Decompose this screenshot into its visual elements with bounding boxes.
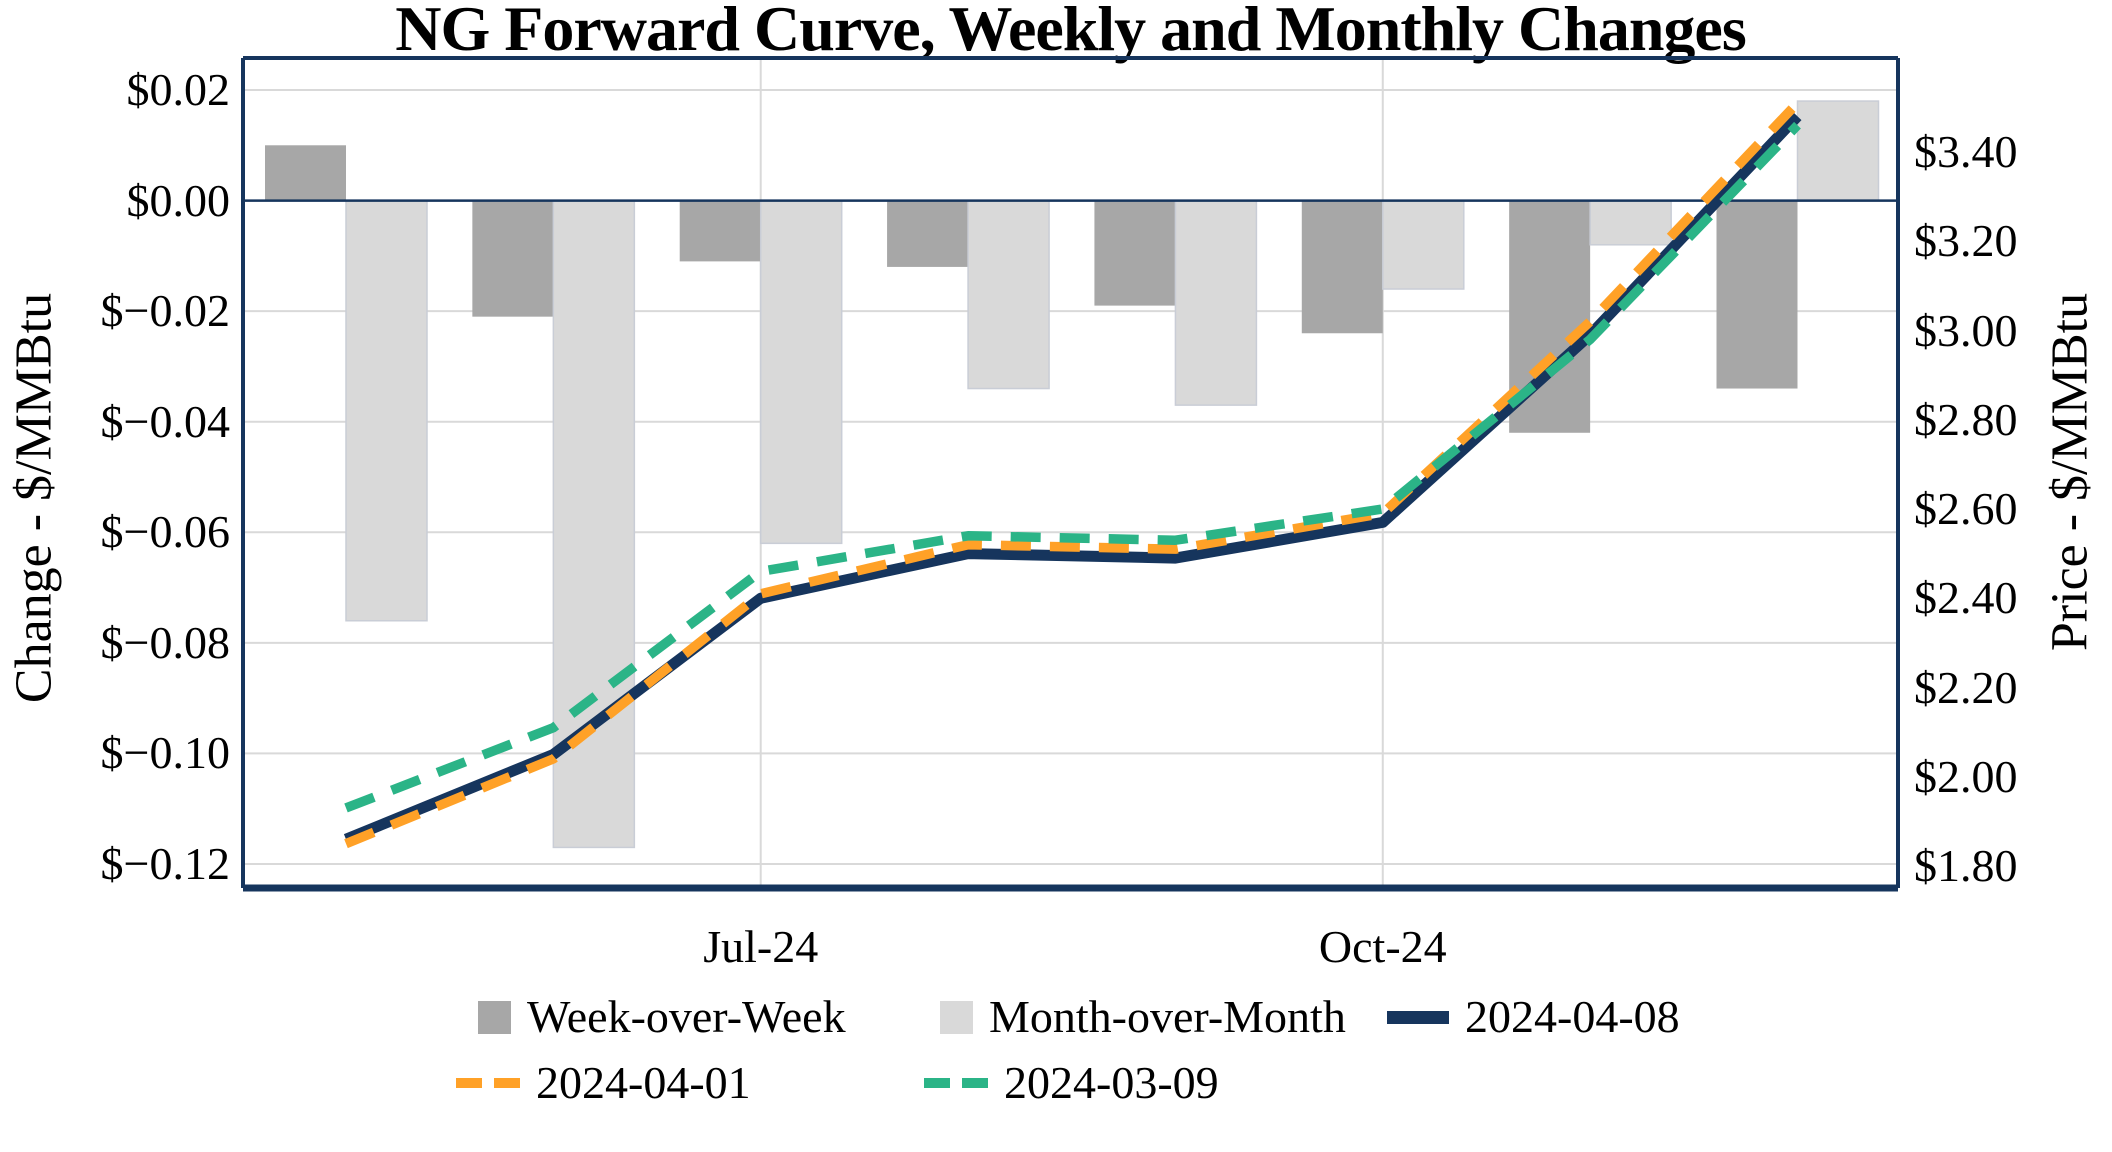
left-axis-tick-7: $−0.12: [100, 838, 230, 889]
left-axis-tick-2: $−0.02: [100, 285, 230, 337]
bar-month-over-month-Dec-24: [1796, 100, 1880, 202]
x-axis-tick-Oct-24: Oct-24: [1318, 921, 1447, 972]
line-dashed-swatch-icon: [456, 1078, 520, 1088]
left-axis-tick-6: $−0.10: [100, 727, 230, 779]
line-2024-03-09: [344, 121, 1801, 813]
right-axis-tick-7: $2.00: [1914, 750, 2018, 802]
left-axis-tick-5: $−0.08: [100, 616, 230, 668]
bar-month-over-month-Nov-24: [1589, 199, 1672, 246]
legend-item-2024-04-01: 2024-04-01: [456, 1050, 751, 1116]
right-axis-tick-5: $2.40: [1914, 572, 2018, 624]
line-solid-swatch-icon: [1387, 1010, 1449, 1024]
x-axis-tick-Jul-24: Jul-24: [703, 921, 819, 972]
legend-item-2024-04-08: 2024-04-08: [1387, 984, 1680, 1050]
square-swatch-icon: [940, 1000, 973, 1034]
right-axis-tick-1: $3.20: [1914, 215, 2018, 267]
left-axis-tick-3: $−0.04: [100, 395, 230, 447]
legend-label: 2024-03-09: [1004, 1057, 1219, 1108]
left-axis-tick-0: $0.02: [126, 64, 231, 115]
bar-week-over-week-Jun-24: [472, 200, 554, 317]
right-axis-tick-0: $3.40: [1914, 126, 2018, 177]
bar-week-over-week-May-24: [265, 145, 346, 201]
chart-title: NG Forward Curve, Weekly and Monthly Cha…: [395, 0, 1746, 64]
bar-month-over-month-May-24: [345, 199, 428, 622]
bar-week-over-week-Aug-24: [887, 200, 969, 267]
legend-item-month-over-month: Month-over-Month: [940, 984, 1346, 1050]
square-swatch-icon: [478, 1000, 511, 1034]
line-dashed-swatch-icon: [924, 1078, 988, 1088]
bar-week-over-week-Oct-24: [1301, 200, 1383, 334]
left-axis-tick-4: $−0.06: [100, 506, 230, 558]
bar-month-over-month-Aug-24: [967, 199, 1050, 390]
bar-week-over-week-Sep-24: [1094, 200, 1176, 306]
bar-week-over-week-Jul-24: [679, 200, 761, 262]
left-axis-tick-1: $0.00: [126, 174, 231, 226]
bar-week-over-week-Dec-24: [1716, 200, 1798, 389]
right-axis-tick-3: $2.80: [1914, 393, 2018, 445]
legend-label: 2024-04-01: [536, 1057, 751, 1108]
legend-label: Month-over-Month: [989, 991, 1346, 1042]
right-axis-tick-2: $3.00: [1914, 304, 2018, 356]
bar-month-over-month-Jul-24: [759, 199, 843, 545]
right-axis-tick-8: $1.80: [1914, 840, 2018, 891]
right-axis-tick-6: $2.20: [1914, 661, 2018, 713]
bar-month-over-month-Sep-24: [1174, 199, 1258, 406]
legend-label: 2024-04-08: [1465, 991, 1680, 1042]
legend-label: Week-over-Week: [527, 991, 846, 1042]
legend-item-2024-03-09: 2024-03-09: [924, 1050, 1219, 1116]
line-2024-04-01: [344, 99, 1801, 849]
right-axis-tick-4: $2.60: [1914, 483, 2018, 534]
legend-item-week-over-week: Week-over-Week: [478, 984, 846, 1050]
bar-month-over-month-Oct-24: [1382, 199, 1465, 290]
